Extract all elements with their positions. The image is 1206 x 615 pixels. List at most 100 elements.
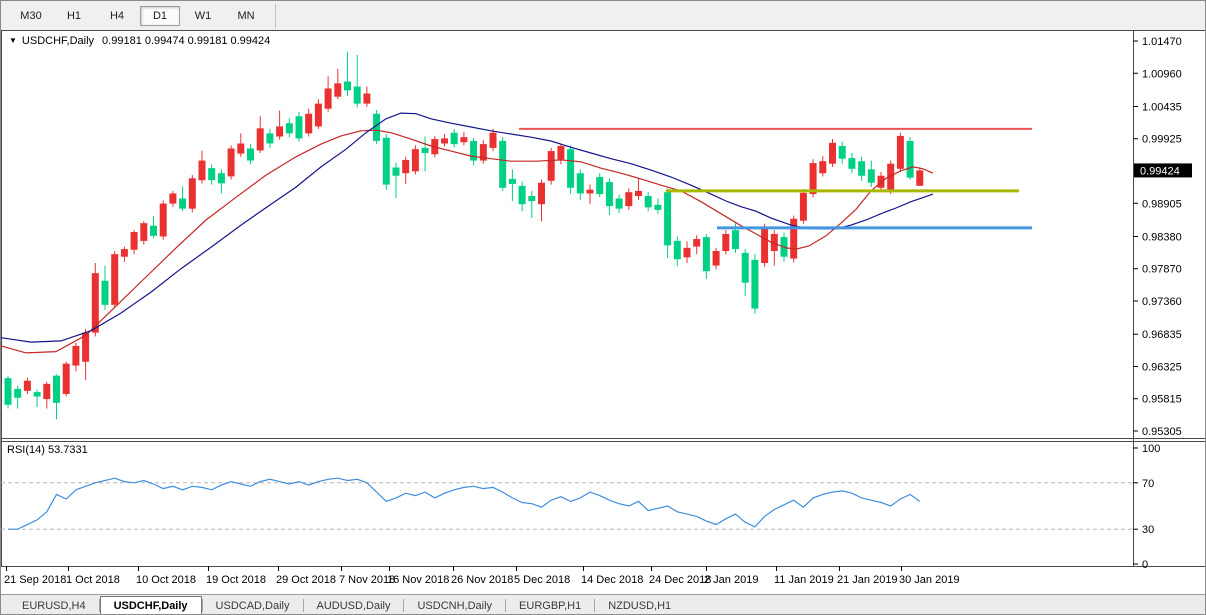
candle-body xyxy=(188,178,196,209)
candle-body xyxy=(120,249,128,257)
candle-body xyxy=(411,149,419,172)
price-tick-label: 0.98380 xyxy=(1142,231,1182,243)
candle-body xyxy=(799,192,807,221)
candle-body xyxy=(169,193,177,204)
candle-body xyxy=(751,259,759,309)
candle-body xyxy=(91,273,99,333)
rsi-tick-label: 0 xyxy=(1142,559,1148,571)
candle-body xyxy=(431,139,439,155)
price-tick-label: 0.97870 xyxy=(1142,264,1182,276)
candle-body xyxy=(887,163,895,191)
candle-body xyxy=(732,230,739,250)
candle-body xyxy=(528,195,536,202)
candle-body xyxy=(198,160,206,181)
rsi-line xyxy=(8,477,921,530)
candle-body xyxy=(450,132,458,145)
current-price-tag xyxy=(1134,163,1192,178)
candle-body xyxy=(567,149,575,188)
tab-audusd-daily[interactable]: AUDUSD,Daily xyxy=(316,599,391,612)
tab-eurusd-h4[interactable]: EURUSD,H4 xyxy=(22,599,86,612)
candle-body xyxy=(276,126,284,137)
candle-body xyxy=(702,237,710,272)
candle-body xyxy=(741,252,749,283)
candle-body xyxy=(596,177,604,195)
candle-body xyxy=(14,388,22,398)
date-tick-label: 14 Dec 2018 xyxy=(581,574,643,586)
candle-body xyxy=(644,195,652,208)
candle-body xyxy=(237,143,245,154)
candle-body xyxy=(673,240,681,260)
candle-body xyxy=(809,163,817,195)
date-tick-label: 21 Jan 2019 xyxy=(837,574,898,586)
candle-body xyxy=(285,123,293,134)
price-tick-label: 0.95305 xyxy=(1142,426,1182,438)
candle-body xyxy=(33,392,41,397)
candle-body xyxy=(722,233,730,252)
candle-body xyxy=(130,232,138,250)
tab-divider xyxy=(201,599,203,612)
tab-nzdusd-h1[interactable]: NZDUSD,H1 xyxy=(608,599,672,612)
candle-body xyxy=(518,185,526,205)
candle-body xyxy=(53,375,60,403)
price-tick-label: 0.96325 xyxy=(1142,361,1182,373)
timeframe-h1-button[interactable]: H1 xyxy=(66,9,82,22)
candle-body xyxy=(23,380,31,391)
tab-eurgbp-h1[interactable]: EURGBP,H1 xyxy=(519,599,582,612)
candle-body xyxy=(101,280,109,305)
price-tick-label: 0.97360 xyxy=(1142,296,1182,308)
candle-body xyxy=(916,170,924,186)
timeframe-m30-button[interactable]: M30 xyxy=(20,9,42,22)
candle-body xyxy=(217,173,225,184)
candle-body xyxy=(402,159,410,174)
timeframe-d1-button[interactable]: D1 xyxy=(140,5,180,26)
candle-body xyxy=(373,113,381,141)
candle-body xyxy=(761,227,769,264)
timeframe-w1-button[interactable]: W1 xyxy=(194,9,212,22)
price-tick-label: 0.98905 xyxy=(1142,198,1182,210)
tab-usdcad-daily[interactable]: USDCAD,Daily xyxy=(215,599,290,612)
date-tick-label: 2 Jan 2019 xyxy=(704,574,758,586)
candle-body xyxy=(4,378,12,405)
symbol-dropdown-icon[interactable]: ▼ xyxy=(9,36,17,45)
timeframe-mn-button[interactable]: MN xyxy=(237,9,255,22)
candle-body xyxy=(557,146,565,160)
tab-usdcnh-daily[interactable]: USDCNH,Daily xyxy=(417,599,493,612)
date-tick-label: 10 Oct 2018 xyxy=(136,574,196,586)
candle-body xyxy=(780,237,788,257)
rsi-tick-label: 100 xyxy=(1142,443,1160,455)
tab-divider xyxy=(403,599,405,612)
price-tick-label: 1.01470 xyxy=(1142,36,1182,48)
candle-body xyxy=(547,151,555,181)
toolbar-divider xyxy=(275,3,276,28)
price-tick-label: 1.00960 xyxy=(1142,68,1182,80)
date-tick-label: 1 Oct 2018 xyxy=(66,574,120,586)
candle-body xyxy=(256,128,264,151)
candle-body xyxy=(693,239,701,247)
price-tick-label: 0.96835 xyxy=(1142,329,1182,341)
price-tick-label: 1.00435 xyxy=(1142,101,1182,113)
candle-body xyxy=(421,147,429,153)
date-tick-label: 26 Nov 2018 xyxy=(451,574,513,586)
candle-body xyxy=(159,203,167,237)
tab-divider xyxy=(98,599,100,612)
timeframe-h4-button[interactable]: H4 xyxy=(109,9,125,22)
candle-body xyxy=(877,175,885,188)
ohlc-values: 0.99181 0.99474 0.99181 0.99424 xyxy=(102,35,271,47)
candle-body xyxy=(858,161,866,176)
candle-body xyxy=(62,363,70,394)
tab-usdchf-daily[interactable]: USDCHF,Daily xyxy=(99,595,202,614)
date-tick-label: 19 Oct 2018 xyxy=(206,574,266,586)
candle-body xyxy=(460,137,468,143)
candle-body xyxy=(489,132,497,148)
candle-body xyxy=(392,167,400,176)
date-tick-label: 29 Oct 2018 xyxy=(276,574,336,586)
date-tick-label: 5 Dec 2018 xyxy=(514,574,570,586)
candle-body xyxy=(538,182,545,205)
candle-body xyxy=(140,223,148,241)
candle-body xyxy=(208,168,216,181)
candle-body xyxy=(896,135,904,169)
candle-body xyxy=(266,133,274,144)
ma-slow-line xyxy=(1,112,934,343)
